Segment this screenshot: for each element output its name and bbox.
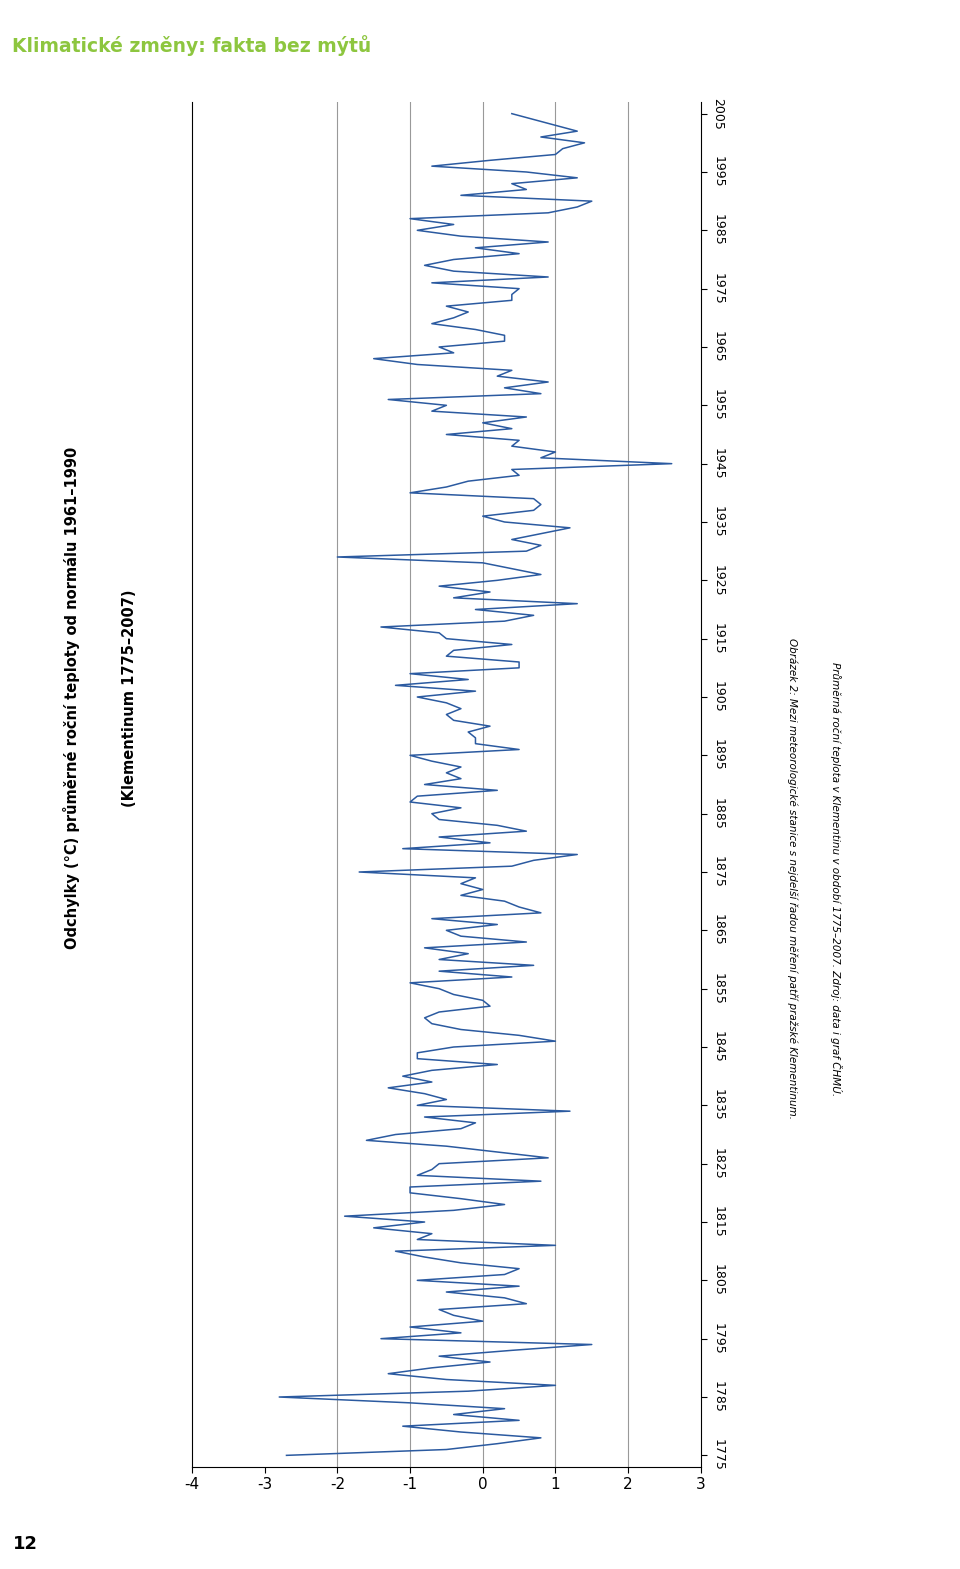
Text: Obrázek 2: Mezi meteorologické stanice s nejdelší řadou měření patří pražské Kle: Obrázek 2: Mezi meteorologické stanice s…: [787, 639, 798, 1119]
Text: Průměrná roční teplota v Klementinu v období 1775–2007. Zdroj: data i graf ČHMÚ.: Průměrná roční teplota v Klementinu v ob…: [830, 662, 843, 1095]
Text: 12: 12: [12, 1536, 37, 1553]
Text: Klimatické změny: fakta bez mýtů: Klimatické změny: fakta bez mýtů: [12, 35, 372, 55]
Text: (Klementinum 1775–2007): (Klementinum 1775–2007): [122, 590, 137, 806]
Text: Odchylky (°C) průměrné roční teploty od normálu 1961–1990: Odchylky (°C) průměrné roční teploty od …: [63, 447, 81, 949]
